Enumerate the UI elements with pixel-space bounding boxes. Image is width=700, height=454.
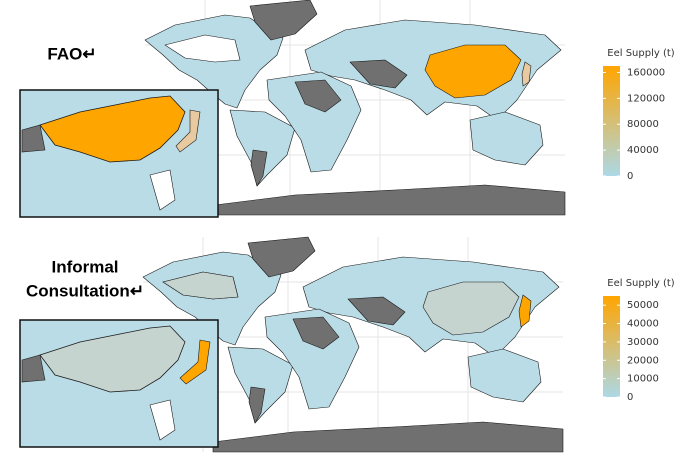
colorbar-tick-label: 80000 [627, 119, 659, 130]
world-map [144, 0, 566, 216]
colorbar-tick-label: 40000 [627, 145, 659, 156]
map-inset [19, 89, 219, 218]
colorbar-tick-label: 0 [627, 171, 633, 182]
colorbar-tick-label: 120000 [627, 93, 665, 104]
colorbar-tick-label: 0 [627, 392, 633, 403]
legend-title: Eel Supply (t) [607, 278, 675, 289]
colorbar-tick-label: 30000 [627, 337, 659, 348]
map-inset [19, 319, 219, 448]
colorbar [603, 296, 620, 397]
colorbar-tick-label: 10000 [627, 374, 659, 385]
map-label: Consultation↵ [26, 281, 144, 300]
colorbar-tick-label: 20000 [627, 355, 659, 366]
legend-title: Eel Supply (t) [607, 48, 675, 59]
colorbar-tick-label: 40000 [627, 319, 659, 330]
colorbar-tick-label: 160000 [627, 67, 665, 78]
colorbar-tick-label: 50000 [627, 300, 659, 311]
world-map [142, 236, 564, 453]
map-label: FAO↵ [47, 44, 96, 63]
colorbar [603, 66, 620, 176]
map-label: Informal [51, 257, 118, 276]
